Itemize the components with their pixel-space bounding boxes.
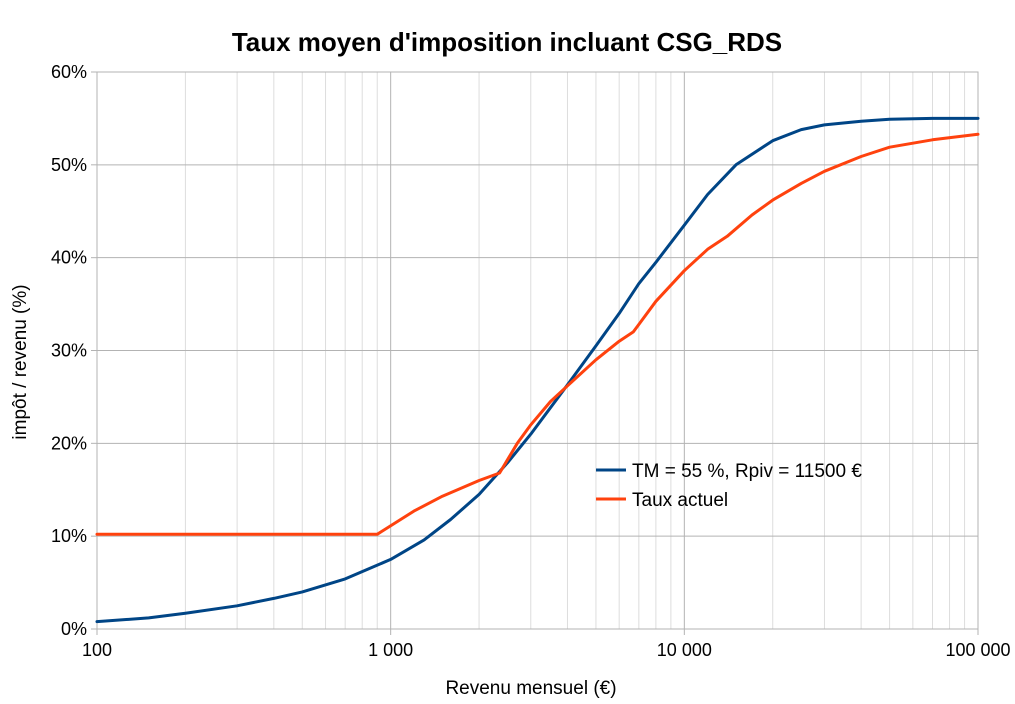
series-line-2: [95, 132, 980, 536]
series-line-1: [95, 116, 980, 624]
legend-label-1: TM = 55 %, Rpiv = 11500 €: [632, 461, 862, 482]
x-tick-label: 100: [82, 640, 112, 660]
y-tick-label: 60%: [51, 62, 87, 82]
x-tick-label: 10 000: [657, 640, 712, 660]
chart-title: Taux moyen d'imposition incluant CSG_RDS: [232, 27, 782, 57]
x-axis-ticks: 100 1 000 10 000 100 000: [82, 629, 1011, 660]
legend: TM = 55 %, Rpiv = 11500 € Taux actuel: [596, 461, 862, 511]
y-axis-label: impôt / revenu (%): [10, 284, 31, 439]
legend-label-2: Taux actuel: [632, 490, 728, 511]
y-tick-label: 20%: [51, 433, 87, 453]
y-tick-label: 10%: [51, 526, 87, 546]
y-tick-label: 30%: [51, 341, 87, 361]
x-tick-label: 100 000: [945, 640, 1010, 660]
x-tick-label: 1 000: [368, 640, 413, 660]
y-tick-label: 0%: [61, 619, 87, 639]
x-axis-label: Revenu mensuel (€): [445, 678, 616, 699]
y-tick-label: 50%: [51, 155, 87, 175]
y-axis-ticks: 0% 10% 20% 30% 40% 50% 60%: [51, 62, 97, 639]
y-tick-label: 40%: [51, 248, 87, 268]
series-layer: [95, 116, 980, 624]
